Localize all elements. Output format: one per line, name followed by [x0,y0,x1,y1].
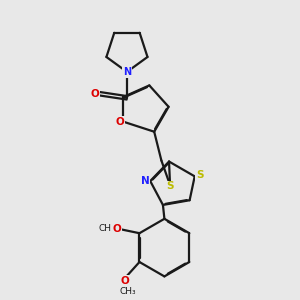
Text: O: O [121,276,129,286]
Text: O: O [112,224,121,234]
Text: O: O [116,117,124,127]
Text: S: S [196,170,204,180]
Text: CH₃: CH₃ [119,287,136,296]
Text: S: S [166,182,174,191]
Text: CH₃: CH₃ [98,224,115,233]
Text: N: N [123,67,131,77]
Text: N: N [141,176,149,186]
Text: O: O [90,88,99,98]
